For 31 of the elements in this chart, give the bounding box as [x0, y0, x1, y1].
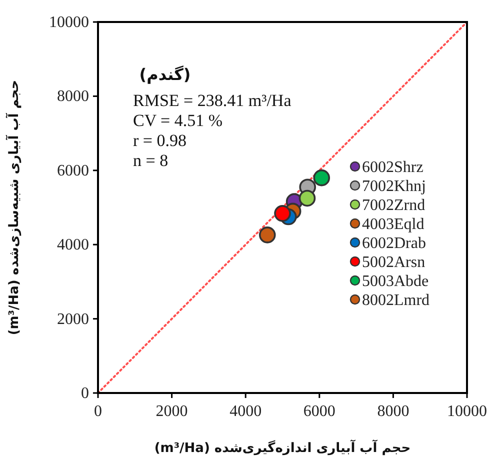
- annotation: n = 8: [133, 151, 168, 170]
- annotation: r = 0.98: [133, 131, 186, 150]
- annotation: RMSE = 238.41 m³/Ha: [133, 91, 292, 110]
- legend-label: 7002Zrnd: [362, 197, 426, 214]
- x-axis-title: حجم آب آبیاری اندازه‌گیری‌شده (m³/Ha): [154, 439, 411, 456]
- point: [313, 169, 330, 186]
- x-tick-label: 0: [94, 403, 102, 420]
- point: [258, 226, 276, 244]
- x-tick-label: 4000: [230, 403, 262, 420]
- annotation: (گندم): [139, 65, 191, 84]
- y-tick-label: 0: [81, 385, 89, 402]
- legend-label: 5003Abde: [362, 273, 429, 290]
- point: [298, 190, 316, 207]
- y-tick-label: 10000: [49, 14, 89, 31]
- legend-label: 7002Khnj: [362, 178, 426, 195]
- legend-label: 5002Arsn: [362, 254, 426, 271]
- point: [274, 205, 291, 222]
- x-tick-label: 2000: [156, 403, 188, 420]
- annotation: CV = 4.51 %: [133, 111, 223, 130]
- y-axis-title: حجم آب آبیاری شبیه‌سازی‌شده (m³/Ha): [5, 80, 22, 336]
- legend-label: 6002Shrz: [362, 159, 424, 176]
- y-tick-label: 2000: [57, 310, 89, 328]
- y-tick-label: 6000: [57, 162, 89, 180]
- legend-label: 8002Lmrd: [362, 292, 430, 309]
- y-tick-label: 4000: [57, 236, 89, 254]
- x-tick-label: 10000: [447, 403, 487, 420]
- x-tick-label: 6000: [303, 403, 336, 420]
- legend-label: 6002Drab: [362, 235, 426, 252]
- x-tick-label: 8000: [377, 403, 410, 420]
- legend-label: 4003Eqld: [362, 216, 424, 233]
- y-tick-label: 8000: [57, 88, 89, 106]
